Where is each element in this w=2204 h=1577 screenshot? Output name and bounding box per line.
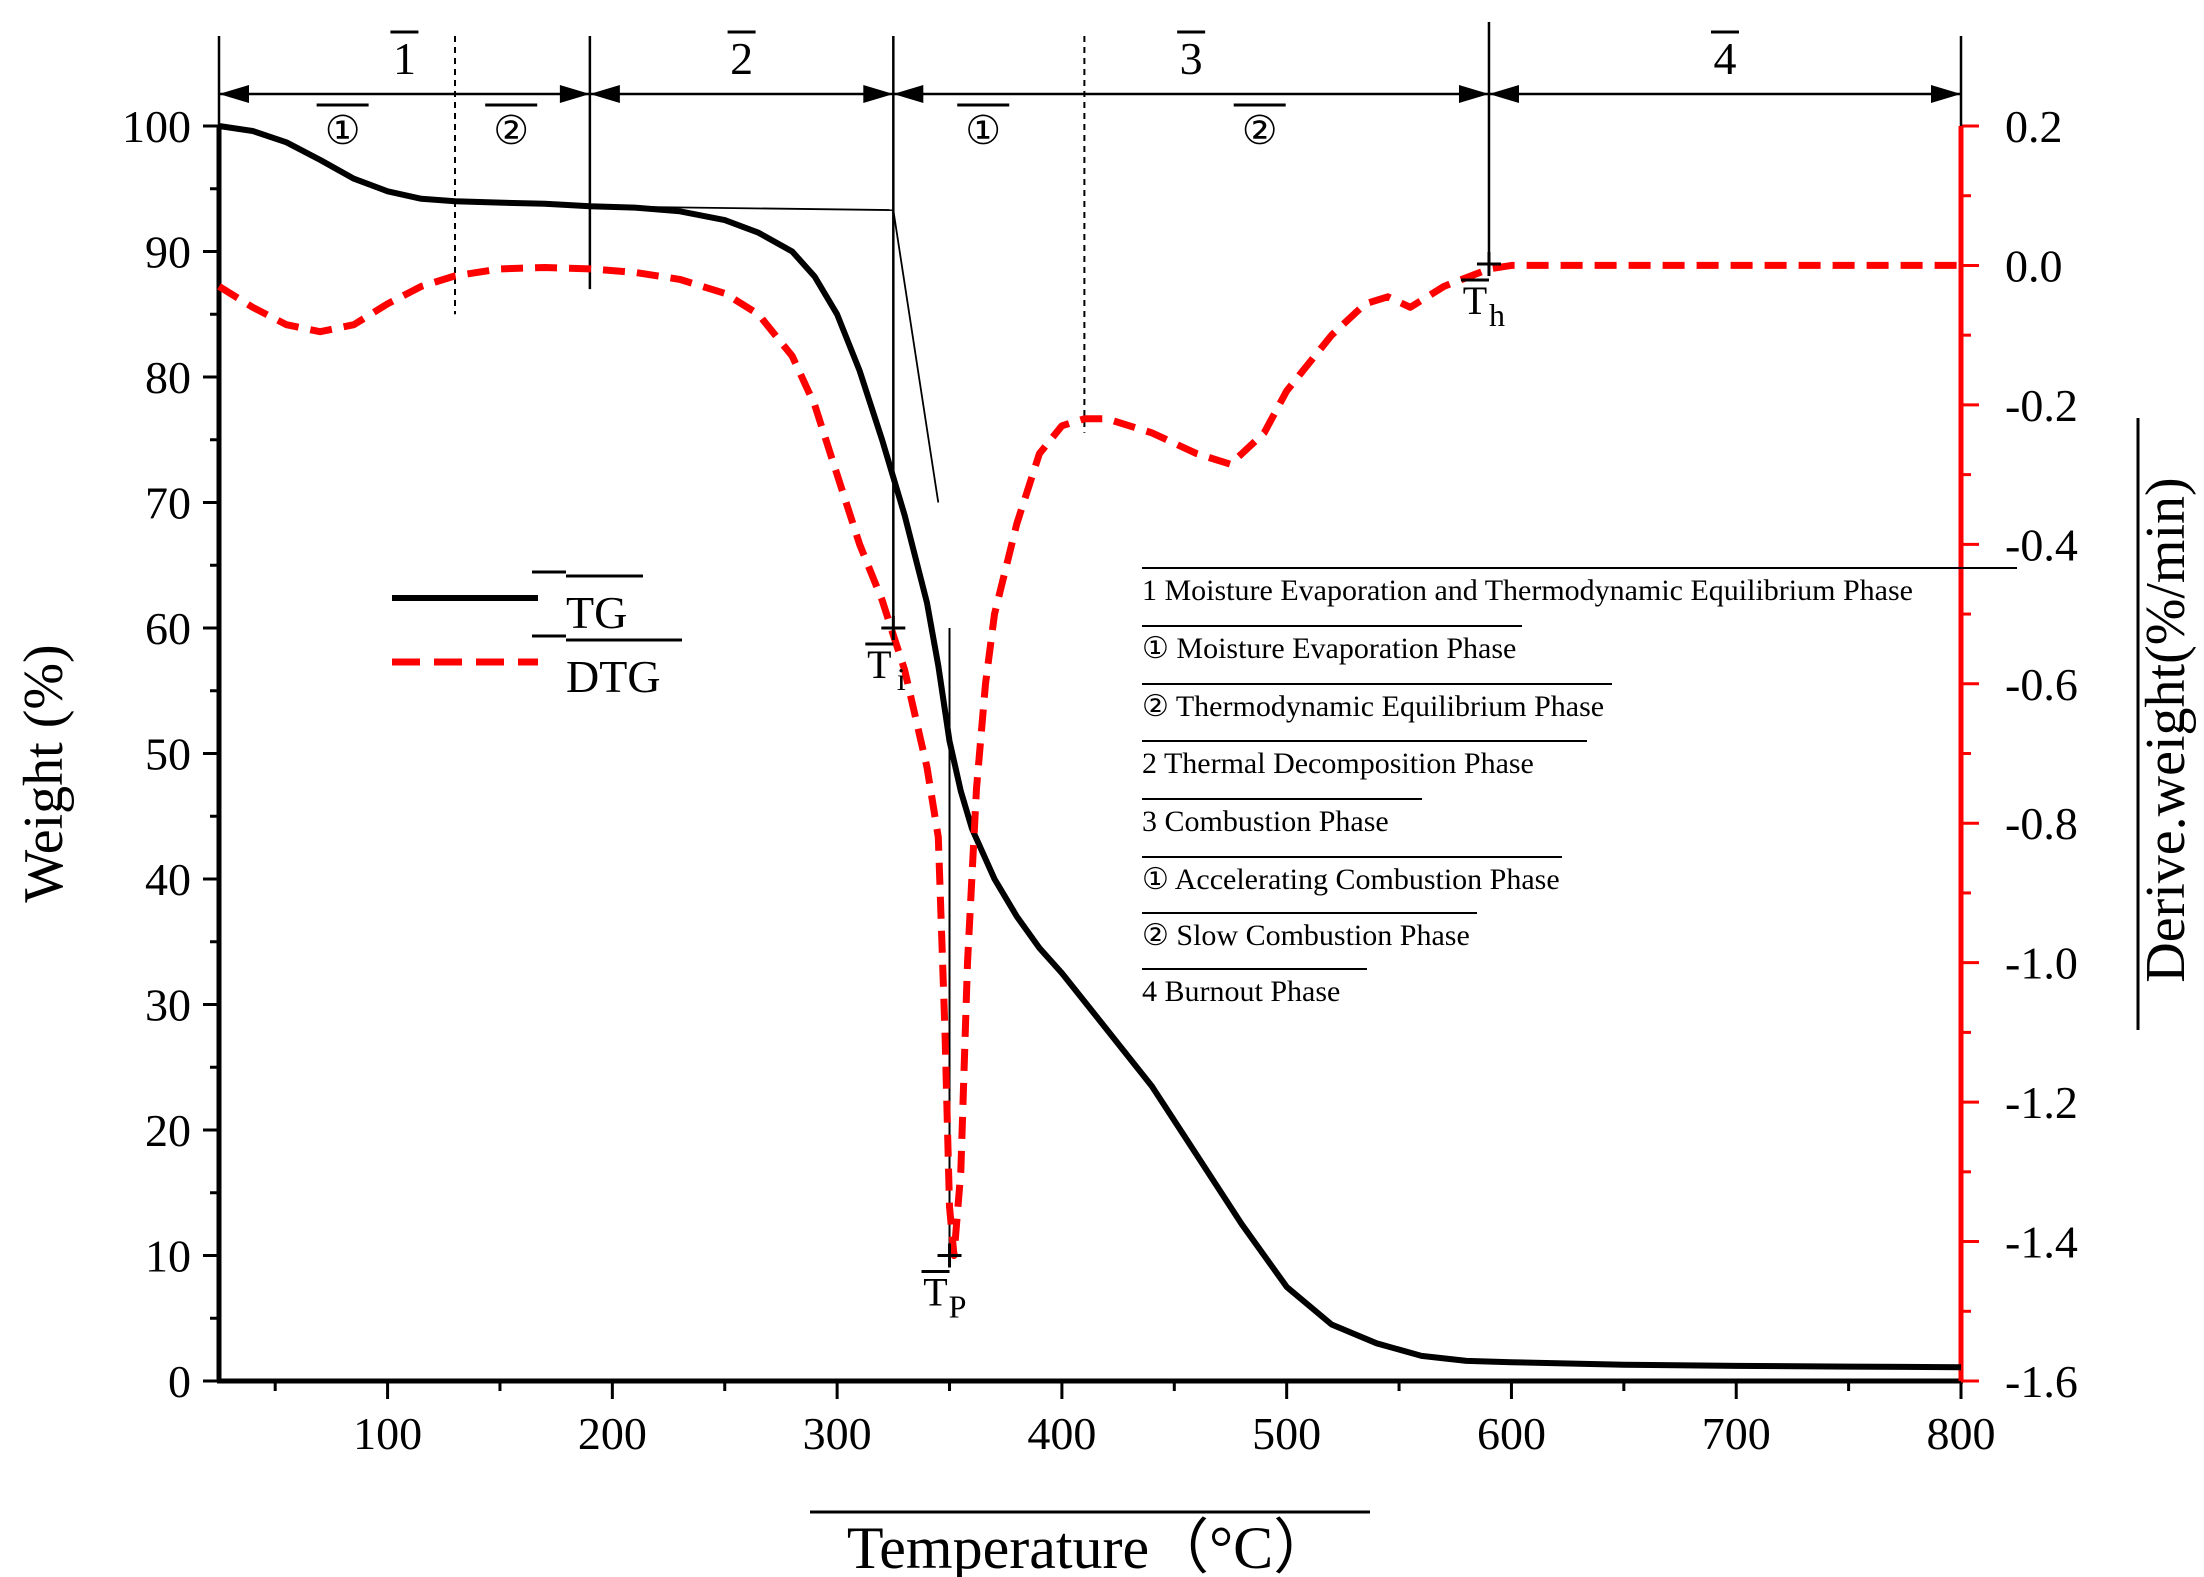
axes: 100 200 300 400 500 600 700 800 0 10 20 30 40 50 60 70 8…: [13, 101, 2197, 1577]
list-item: ② Slow Combustion Phase: [1142, 919, 1470, 952]
legend-label-tg: TG: [566, 587, 627, 638]
phase-arrow-head-left: [219, 85, 249, 103]
y-left-tick-label: 40: [145, 854, 191, 905]
x-tick-label: 800: [1927, 1408, 1996, 1459]
y-left-tick-label: 80: [145, 352, 191, 403]
y-left-tick-label: 20: [145, 1105, 191, 1156]
phase-description-list: 1 Moisture Evaporation and Thermodynamic…: [1142, 567, 2017, 1008]
y-right-tick-label: 0.2: [2005, 101, 2063, 152]
y-right-tick-label: -1.2: [2005, 1077, 2078, 1128]
phase-label: 2: [730, 33, 753, 84]
series-dtg-line: [217, 261, 1961, 1259]
y-left-tick-label: 50: [145, 729, 191, 780]
x-tick-label: 500: [1252, 1408, 1321, 1459]
y-right-tick-label: -1.4: [2005, 1217, 2078, 1268]
y-left-tick-label: 0: [168, 1356, 191, 1407]
subphase-label: ②: [493, 108, 529, 153]
phase-arrow-head-left: [893, 85, 924, 103]
list-item: ① Accelerating Combustion Phase: [1142, 863, 1560, 896]
series-tg-line: [218, 123, 1962, 1371]
y-right-tick-label: -0.4: [2005, 519, 2078, 570]
list-item: ② Thermodynamic Equilibrium Phase: [1142, 690, 1604, 723]
y-left-tick-label: 60: [145, 603, 191, 654]
legend-label-dtg: DTG: [566, 651, 661, 702]
point-label-subscript: i: [897, 661, 906, 697]
list-item: 1 Moisture Evaporation and Thermodynamic…: [1142, 574, 1913, 607]
x-tick-label: 300: [803, 1408, 872, 1459]
phase-label: 3: [1180, 33, 1203, 84]
list-item: 3 Combustion Phase: [1142, 805, 1389, 838]
x-tick-label: 600: [1477, 1408, 1546, 1459]
y-right-tick-label: -1.6: [2005, 1356, 2078, 1407]
phase-annotations: 1 2 3 4 ① ② ① ②: [217, 22, 1963, 1256]
point-label-subscript: h: [1489, 297, 1505, 333]
y-right-tick-label: -0.6: [2005, 659, 2078, 710]
y-right-tick-label: -0.2: [2005, 380, 2078, 431]
tangent-line: [892, 209, 940, 503]
list-item: 2 Thermal Decomposition Phase: [1142, 747, 1534, 780]
y-right-tick-label: -0.8: [2005, 798, 2078, 849]
y-left-tick-label: 90: [145, 227, 191, 278]
subphase-label: ①: [325, 108, 361, 153]
point-label: T: [923, 1270, 947, 1315]
phase-arrow-head-left: [1488, 85, 1519, 103]
y-left-tick-label: 10: [145, 1231, 191, 1282]
subphase-label: ②: [1242, 108, 1278, 153]
y-left-axis-title: Weight (%): [13, 644, 75, 902]
x-tick-label: 100: [353, 1408, 422, 1459]
phase-label: 1: [393, 33, 416, 84]
x-tick-label: 400: [1027, 1408, 1096, 1459]
phase-arrow-head-right: [1458, 85, 1489, 103]
y-left-tick-label: 100: [122, 101, 191, 152]
phase-label: 4: [1713, 33, 1736, 84]
phase-arrow-head-right: [863, 85, 894, 103]
phase-arrow-head-left: [589, 85, 620, 103]
phase-arrow-head-right: [1931, 85, 1961, 103]
phase-arrow-head-right: [559, 85, 590, 103]
y-left-tick-label: 30: [145, 980, 191, 1031]
x-axis-title: Temperature（°C）: [847, 1515, 1333, 1577]
point-label-subscript: P: [949, 1289, 967, 1325]
point-label: T: [867, 642, 891, 687]
y-left-tick-label: 70: [145, 478, 191, 529]
y-right-tick-label: -1.0: [2005, 938, 2078, 989]
y-right-tick-label: 0.0: [2005, 240, 2063, 291]
list-item: ① Moisture Evaporation Phase: [1142, 632, 1516, 665]
y-right-axis-title: Derive.weight(%/min): [2135, 477, 2197, 982]
subphase-label: ①: [965, 108, 1001, 153]
x-tick-label: 700: [1702, 1408, 1771, 1459]
x-tick-label: 200: [578, 1408, 647, 1459]
legend: TG DTG: [392, 570, 682, 702]
point-label: T: [1463, 278, 1487, 323]
list-item: 4 Burnout Phase: [1142, 975, 1340, 1008]
series-layer: [217, 123, 1962, 1371]
